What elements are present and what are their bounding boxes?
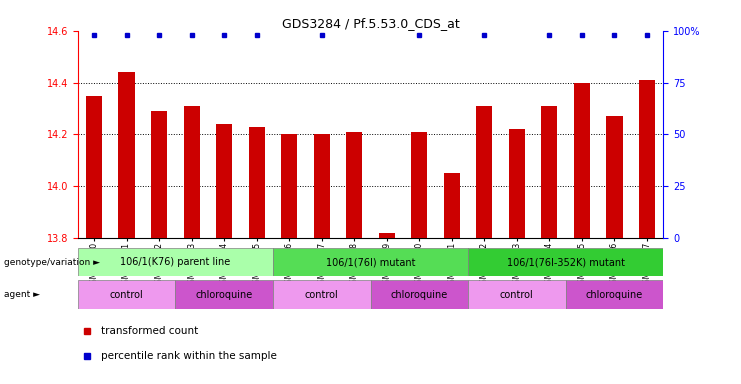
Bar <box>444 173 460 238</box>
Bar <box>78 248 273 276</box>
Bar <box>184 106 200 238</box>
Text: chloroquine: chloroquine <box>586 290 643 300</box>
Bar <box>273 248 468 276</box>
Bar <box>248 127 265 238</box>
Bar <box>176 280 273 309</box>
Bar <box>273 280 370 309</box>
Bar <box>346 132 362 238</box>
Bar <box>565 280 663 309</box>
Bar <box>468 280 565 309</box>
Text: transformed count: transformed count <box>102 326 199 336</box>
Text: control: control <box>305 290 339 300</box>
Bar <box>574 83 590 238</box>
Bar <box>541 106 557 238</box>
Text: 106/1(76I-352K) mutant: 106/1(76I-352K) mutant <box>507 257 625 267</box>
Text: chloroquine: chloroquine <box>391 290 448 300</box>
Text: control: control <box>110 290 144 300</box>
Text: control: control <box>500 290 534 300</box>
Bar <box>86 96 102 238</box>
Bar <box>313 134 330 238</box>
Bar <box>281 134 297 238</box>
Text: percentile rank within the sample: percentile rank within the sample <box>102 351 277 361</box>
Bar <box>411 132 428 238</box>
Bar <box>509 129 525 238</box>
Text: chloroquine: chloroquine <box>196 290 253 300</box>
Text: agent ►: agent ► <box>4 290 40 299</box>
Bar <box>216 124 232 238</box>
Bar <box>78 280 176 309</box>
Bar <box>370 280 468 309</box>
Text: genotype/variation ►: genotype/variation ► <box>4 258 100 266</box>
Bar <box>476 106 493 238</box>
Bar <box>606 116 622 238</box>
Bar <box>639 80 655 238</box>
Bar <box>468 248 663 276</box>
Bar <box>379 233 395 238</box>
Bar <box>119 72 135 238</box>
Text: 106/1(76I) mutant: 106/1(76I) mutant <box>326 257 415 267</box>
Title: GDS3284 / Pf.5.53.0_CDS_at: GDS3284 / Pf.5.53.0_CDS_at <box>282 17 459 30</box>
Bar <box>151 111 167 238</box>
Text: 106/1(K76) parent line: 106/1(K76) parent line <box>120 257 230 267</box>
